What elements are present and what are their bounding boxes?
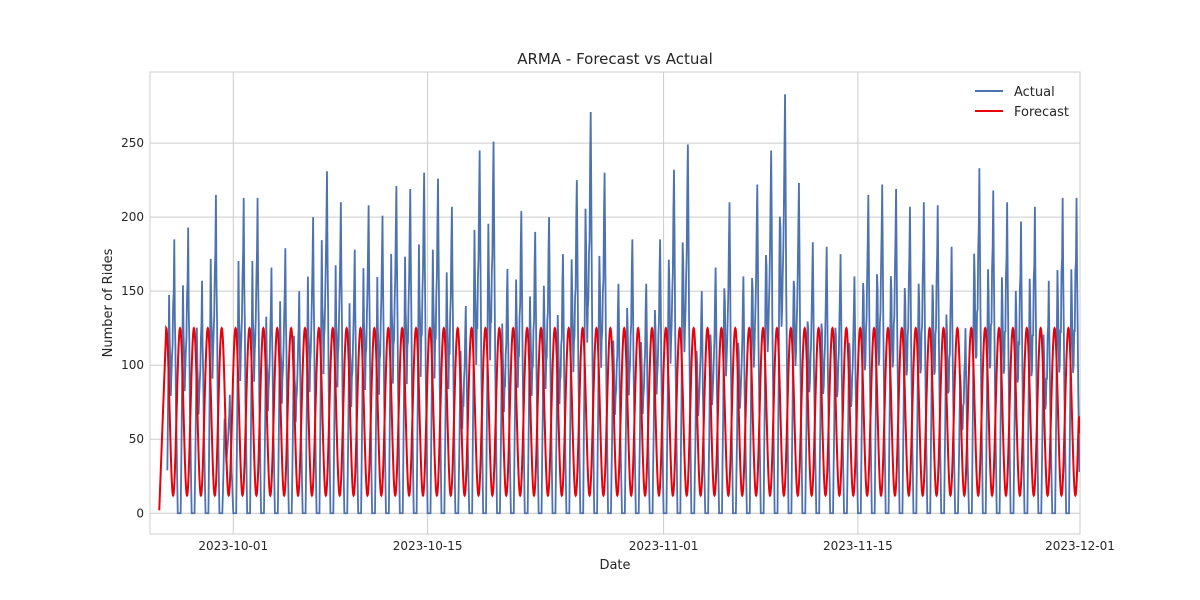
y-axis-label: Number of Rides <box>101 248 116 357</box>
series-line-forecast <box>158 324 1080 511</box>
x-tick-label: 2023-11-01 <box>629 539 699 553</box>
x-tick-label: 2023-10-01 <box>198 539 268 553</box>
x-axis-label: Date <box>599 558 630 573</box>
y-tick-label: 250 <box>121 136 144 150</box>
y-tick-label: 200 <box>121 210 144 224</box>
y-tick-label: 150 <box>121 284 144 298</box>
y-tick-label: 50 <box>129 432 144 446</box>
legend: Actual Forecast <box>975 85 1069 120</box>
series-layer <box>158 94 1080 515</box>
series-line-actual <box>166 94 1080 515</box>
legend-label-forecast: Forecast <box>1014 105 1069 120</box>
y-tick-label: 100 <box>121 358 144 372</box>
y-tick-label: 0 <box>136 506 144 520</box>
chart-title: ARMA - Forecast vs Actual <box>517 50 713 68</box>
tick-labels: 0 50 100 150 200 250 2023-10-01 2023-10-15 2023-… <box>121 136 1115 553</box>
x-tick-label: 2023-11-15 <box>823 539 893 553</box>
x-tick-label: 2023-12-01 <box>1045 539 1115 553</box>
legend-label-actual: Actual <box>1014 85 1055 100</box>
x-tick-label: 2023-10-15 <box>393 539 463 553</box>
